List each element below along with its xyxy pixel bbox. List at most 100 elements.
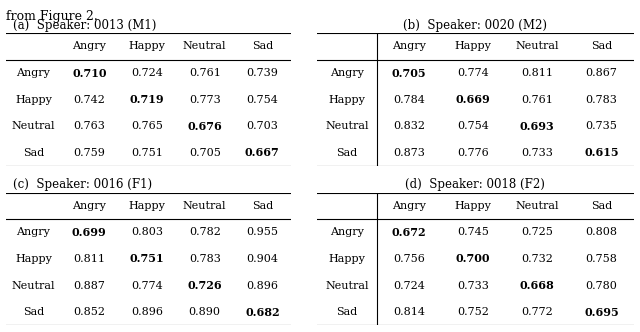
Text: 0.765: 0.765 [131, 121, 163, 131]
Text: 0.763: 0.763 [74, 121, 106, 131]
Text: 0.904: 0.904 [246, 254, 278, 264]
Text: Angry: Angry [17, 68, 51, 78]
Text: Happy: Happy [15, 95, 52, 105]
Text: Sad: Sad [252, 42, 273, 51]
Text: 0.772: 0.772 [522, 307, 553, 317]
Text: 0.808: 0.808 [586, 227, 618, 237]
Text: 0.742: 0.742 [74, 95, 106, 105]
Text: (c)  Speaker: 0016 (F1): (c) Speaker: 0016 (F1) [13, 178, 152, 191]
Text: 0.759: 0.759 [74, 148, 106, 158]
Text: 0.814: 0.814 [393, 307, 425, 317]
Text: Neutral: Neutral [183, 201, 227, 211]
Text: Angry: Angry [330, 227, 364, 237]
Text: Happy: Happy [15, 254, 52, 264]
Text: 0.682: 0.682 [245, 306, 280, 318]
Text: 0.669: 0.669 [456, 94, 491, 105]
Text: (a)  Speaker: 0013 (M1): (a) Speaker: 0013 (M1) [13, 19, 156, 32]
Text: Happy: Happy [455, 42, 492, 51]
Text: 0.887: 0.887 [74, 281, 106, 290]
Text: 0.774: 0.774 [131, 281, 163, 290]
Text: 0.725: 0.725 [522, 227, 554, 237]
Text: 0.667: 0.667 [245, 147, 280, 158]
Text: Sad: Sad [591, 201, 612, 211]
Text: 0.873: 0.873 [393, 148, 425, 158]
Text: 0.733: 0.733 [522, 148, 554, 158]
Text: Angry: Angry [392, 42, 426, 51]
Text: 0.782: 0.782 [189, 227, 221, 237]
Text: 0.783: 0.783 [586, 95, 618, 105]
Text: Angry: Angry [72, 201, 106, 211]
Text: Sad: Sad [336, 307, 358, 317]
Text: 0.811: 0.811 [74, 254, 106, 264]
Text: 0.780: 0.780 [586, 281, 618, 290]
Text: 0.852: 0.852 [74, 307, 106, 317]
Text: Sad: Sad [23, 148, 44, 158]
Text: 0.724: 0.724 [393, 281, 425, 290]
Text: Sad: Sad [23, 307, 44, 317]
Text: 0.783: 0.783 [189, 254, 221, 264]
Text: 0.726: 0.726 [188, 280, 222, 291]
Text: Neutral: Neutral [516, 42, 559, 51]
Text: Happy: Happy [129, 42, 166, 51]
Text: Neutral: Neutral [516, 201, 559, 211]
Text: 0.700: 0.700 [456, 253, 490, 265]
Text: Angry: Angry [72, 42, 106, 51]
Text: 0.774: 0.774 [458, 68, 489, 78]
Text: 0.867: 0.867 [586, 68, 618, 78]
Text: 0.693: 0.693 [520, 121, 555, 132]
Text: 0.751: 0.751 [130, 253, 164, 265]
Text: 0.719: 0.719 [130, 94, 164, 105]
Text: 0.735: 0.735 [586, 121, 618, 131]
Text: Happy: Happy [328, 254, 365, 264]
Text: 0.784: 0.784 [393, 95, 425, 105]
Text: 0.758: 0.758 [586, 254, 618, 264]
Text: Angry: Angry [17, 227, 51, 237]
Text: 0.773: 0.773 [189, 95, 221, 105]
Text: 0.668: 0.668 [520, 280, 555, 291]
Text: Neutral: Neutral [325, 281, 369, 290]
Text: 0.676: 0.676 [188, 121, 222, 132]
Text: 0.896: 0.896 [131, 307, 163, 317]
Text: Sad: Sad [591, 42, 612, 51]
Text: 0.752: 0.752 [458, 307, 489, 317]
Text: Neutral: Neutral [183, 42, 227, 51]
Text: 0.710: 0.710 [72, 67, 107, 79]
Text: 0.896: 0.896 [246, 281, 278, 290]
Text: 0.745: 0.745 [458, 227, 489, 237]
Text: Sad: Sad [252, 201, 273, 211]
Text: 0.732: 0.732 [522, 254, 554, 264]
Text: Angry: Angry [330, 68, 364, 78]
Text: 0.672: 0.672 [392, 227, 426, 238]
Text: 0.751: 0.751 [131, 148, 163, 158]
Text: 0.756: 0.756 [393, 254, 425, 264]
Text: 0.724: 0.724 [131, 68, 163, 78]
Text: Neutral: Neutral [325, 121, 369, 131]
Text: 0.705: 0.705 [392, 67, 426, 79]
Text: Angry: Angry [392, 201, 426, 211]
Text: 0.890: 0.890 [189, 307, 221, 317]
Text: (d)  Speaker: 0018 (F2): (d) Speaker: 0018 (F2) [405, 178, 545, 191]
Text: (b)  Speaker: 0020 (M2): (b) Speaker: 0020 (M2) [403, 19, 547, 32]
Text: Neutral: Neutral [12, 121, 55, 131]
Text: 0.754: 0.754 [458, 121, 489, 131]
Text: 0.761: 0.761 [522, 95, 554, 105]
Text: 0.803: 0.803 [131, 227, 163, 237]
Text: 0.754: 0.754 [246, 95, 278, 105]
Text: 0.811: 0.811 [522, 68, 554, 78]
Text: from Figure 2.: from Figure 2. [6, 10, 98, 23]
Text: 0.955: 0.955 [246, 227, 278, 237]
Text: Neutral: Neutral [12, 281, 55, 290]
Text: Happy: Happy [328, 95, 365, 105]
Text: 0.695: 0.695 [584, 306, 619, 318]
Text: 0.703: 0.703 [246, 121, 278, 131]
Text: 0.739: 0.739 [246, 68, 278, 78]
Text: 0.832: 0.832 [393, 121, 425, 131]
Text: 0.705: 0.705 [189, 148, 221, 158]
Text: 0.699: 0.699 [72, 227, 107, 238]
Text: Happy: Happy [455, 201, 492, 211]
Text: 0.776: 0.776 [458, 148, 489, 158]
Text: 0.733: 0.733 [458, 281, 489, 290]
Text: Sad: Sad [336, 148, 358, 158]
Text: Happy: Happy [129, 201, 166, 211]
Text: 0.615: 0.615 [584, 147, 619, 158]
